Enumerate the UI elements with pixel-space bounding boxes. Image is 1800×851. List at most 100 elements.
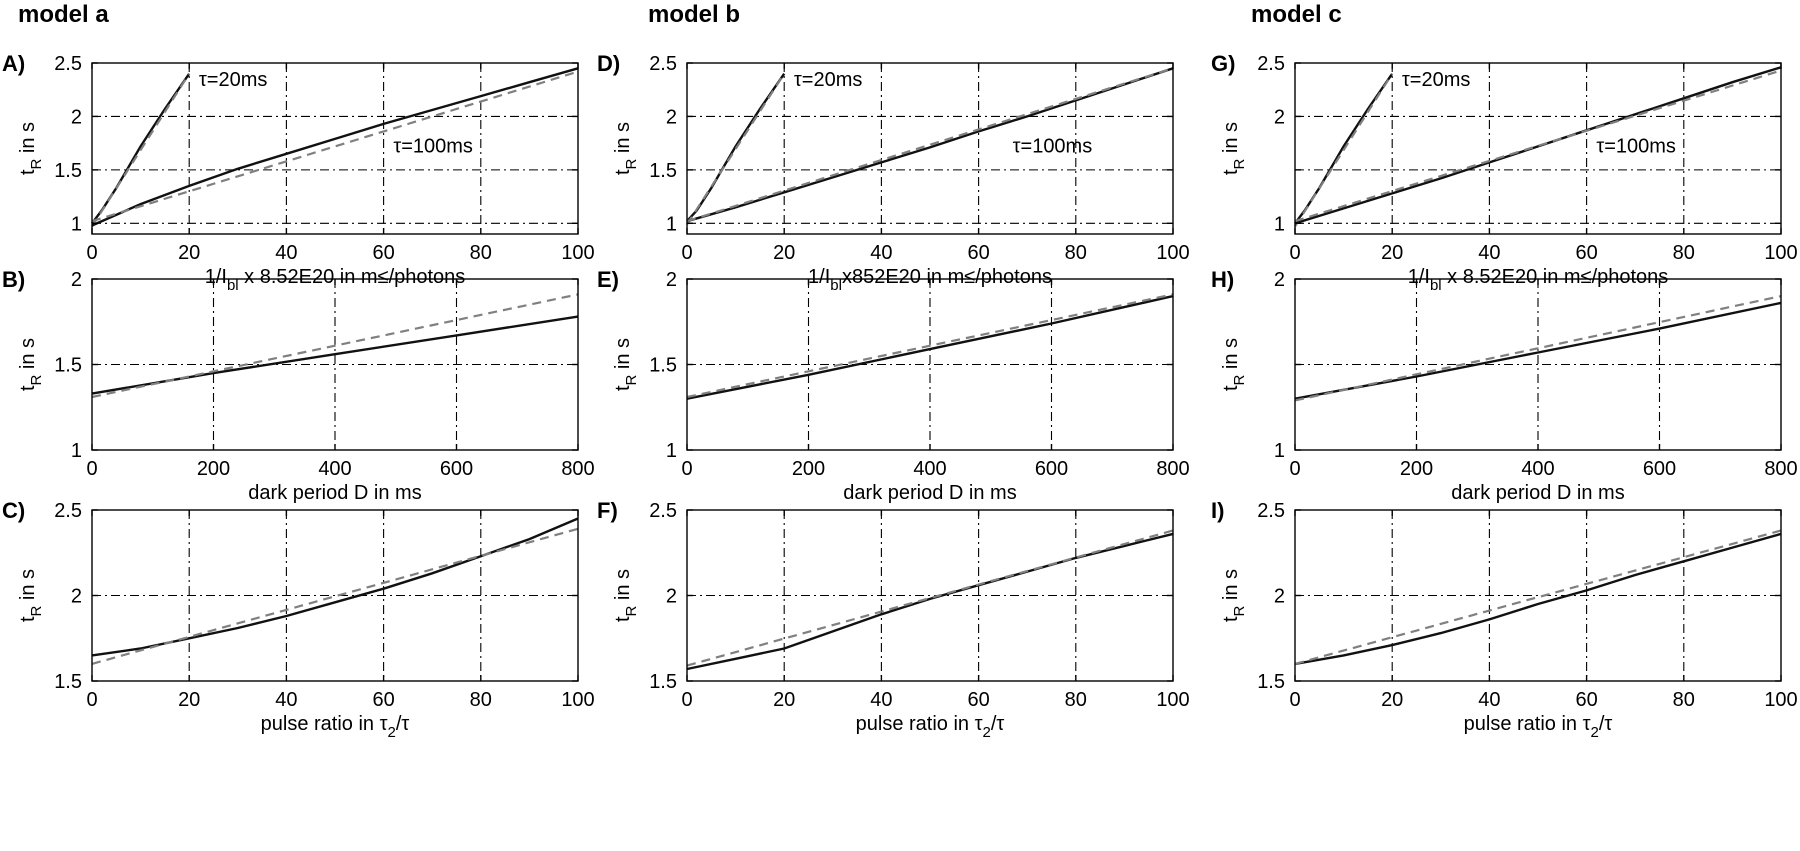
y-tick-label: 1.5 — [1257, 671, 1285, 693]
x-axis-label-rest: x 8.52E20 in m≤/photons — [1442, 266, 1669, 288]
panel-f: 0 20 40 60 80 100 1.5 2 2.5 F) tR in s pulse ratio … — [597, 498, 1190, 741]
x-axis-label-main: 1/I — [1408, 266, 1430, 288]
x-tick-label: 60 — [967, 242, 989, 264]
x-tick-label: 60 — [372, 242, 394, 264]
y-axis-label-main: t — [612, 385, 634, 391]
x-tick-label: 80 — [1065, 242, 1087, 264]
y-tick-label: 2 — [1274, 269, 1285, 291]
y-axis-label-rest: in s — [612, 569, 634, 606]
y-tick-label: 2.5 — [1257, 53, 1285, 75]
x-tick-label: 100 — [1156, 242, 1189, 264]
x-axis-label-main: 1/I — [808, 266, 830, 288]
y-axis-label-rest: in s — [17, 338, 39, 375]
simulation-line — [1294, 532, 1782, 666]
x-axis-label-rest: x 8.52E20 in m≤/photons — [239, 266, 466, 288]
y-axis-label-main: t — [1220, 385, 1242, 391]
simulation-line — [686, 294, 1174, 400]
fit-line — [1294, 73, 1394, 228]
y-tick-label: 1.5 — [649, 671, 677, 693]
fit-line — [1294, 295, 1782, 402]
panel-letter: F) — [597, 498, 618, 523]
y-axis-label-main: t — [17, 385, 39, 391]
x-axis-label-subscript: 2 — [983, 724, 991, 741]
y-axis-label-rest: in s — [17, 569, 39, 606]
x-axis-label-rest: x852E20 in m≤/photons — [842, 266, 1052, 288]
y-axis-label-subscript: R — [623, 158, 640, 169]
y-axis-label: tR in s — [612, 569, 640, 622]
y-axis-label-subscript: R — [623, 374, 640, 385]
y-tick-label: 2 — [666, 269, 677, 291]
x-tick-label: 0 — [86, 458, 97, 480]
x-axis-label: pulse ratio in τ2/τ — [1464, 713, 1613, 741]
curve-annotation: τ=20ms — [199, 69, 267, 91]
x-tick-label: 20 — [1381, 689, 1403, 711]
x-axis-label-subscript: bl — [830, 277, 842, 294]
plot-frame — [686, 62, 1174, 235]
curve-annotation: τ=100ms — [393, 135, 473, 157]
fit-line — [1294, 529, 1782, 665]
curve-annotation: τ=20ms — [1402, 69, 1471, 91]
x-axis-label-subscript: 2 — [388, 724, 396, 741]
fit-line — [1294, 69, 1782, 223]
y-tick-label: 2 — [666, 106, 677, 128]
panel-c: 0 20 40 60 80 100 1.5 2 2.5 C) tR in s pulse ratio … — [2, 498, 595, 741]
x-tick-label: 20 — [773, 242, 795, 264]
fit-line — [91, 293, 579, 399]
x-tick-label: 60 — [967, 689, 989, 711]
panel-letter: B) — [2, 267, 25, 292]
x-axis-label-main: 1/I — [205, 266, 227, 288]
y-axis-label-subscript: R — [28, 605, 45, 616]
y-tick-label: 1 — [666, 440, 677, 462]
y-axis-label-rest: in s — [1220, 338, 1242, 375]
y-tick-label: 1.5 — [649, 355, 677, 377]
y-axis-label: tR in s — [17, 338, 45, 391]
panel-h: 0 200 400 600 800 1 2 H) tR in s dark period D in… — [1211, 267, 1798, 504]
simulation-line — [686, 67, 1174, 223]
curve-annotation: τ=100ms — [1013, 135, 1093, 157]
x-tick-label: 20 — [773, 689, 795, 711]
y-axis-label: tR in s — [1220, 338, 1248, 391]
panel-d: 0 20 40 60 80 100 1 1.5 2 2.5 D) tR in s 1/Iblx852E2… — [597, 51, 1190, 294]
y-tick-label: 1 — [666, 213, 677, 235]
x-axis-label-rest: /τ — [396, 713, 410, 735]
x-tick-label: 800 — [561, 458, 594, 480]
y-tick-label: 1 — [1274, 440, 1285, 462]
y-axis-label-rest: in s — [1220, 122, 1242, 159]
x-tick-label: 80 — [470, 242, 492, 264]
x-tick-label: 40 — [1478, 689, 1500, 711]
y-axis-label-rest: in s — [17, 122, 39, 159]
x-tick-label: 80 — [1065, 689, 1087, 711]
panel-a: 0 20 40 60 80 100 1 1.5 2 2.5 A) tR in s 1/Ibl x 8.5… — [2, 51, 595, 294]
simulation-line — [686, 532, 1174, 671]
y-tick-label: 2 — [71, 106, 82, 128]
panel-b: 0 200 400 600 800 1 1.5 2 B) tR in s dark period D… — [2, 267, 595, 504]
x-tick-label: 40 — [1478, 242, 1500, 264]
y-axis-label-main: t — [17, 169, 39, 175]
panel-letter: H) — [1211, 267, 1234, 292]
x-tick-label: 0 — [681, 458, 692, 480]
x-axis-label: dark period D in ms — [843, 482, 1016, 504]
x-tick-label: 60 — [1575, 242, 1597, 264]
x-tick-label: 600 — [440, 458, 473, 480]
x-tick-label: 0 — [86, 242, 97, 264]
y-tick-label: 2.5 — [54, 500, 82, 522]
y-tick-label: 2 — [666, 586, 677, 608]
y-tick-label: 1 — [71, 440, 82, 462]
simulation-line — [1294, 66, 1782, 225]
x-axis-label-rest: /τ — [1599, 713, 1613, 735]
y-tick-label: 2.5 — [1257, 500, 1285, 522]
panel-letter: E) — [597, 267, 619, 292]
x-tick-label: 20 — [178, 689, 200, 711]
curve-annotation: τ=20ms — [794, 69, 863, 91]
x-tick-label: 400 — [913, 458, 946, 480]
x-tick-label: 200 — [792, 458, 825, 480]
x-tick-label: 200 — [197, 458, 230, 480]
fit-line — [686, 529, 1174, 667]
y-tick-label: 1 — [71, 213, 82, 235]
x-tick-label: 40 — [275, 242, 297, 264]
fit-line — [91, 73, 191, 228]
x-axis-label-rest: /τ — [991, 713, 1005, 735]
x-tick-label: 800 — [1156, 458, 1189, 480]
x-axis-label: pulse ratio in τ2/τ — [856, 713, 1005, 741]
